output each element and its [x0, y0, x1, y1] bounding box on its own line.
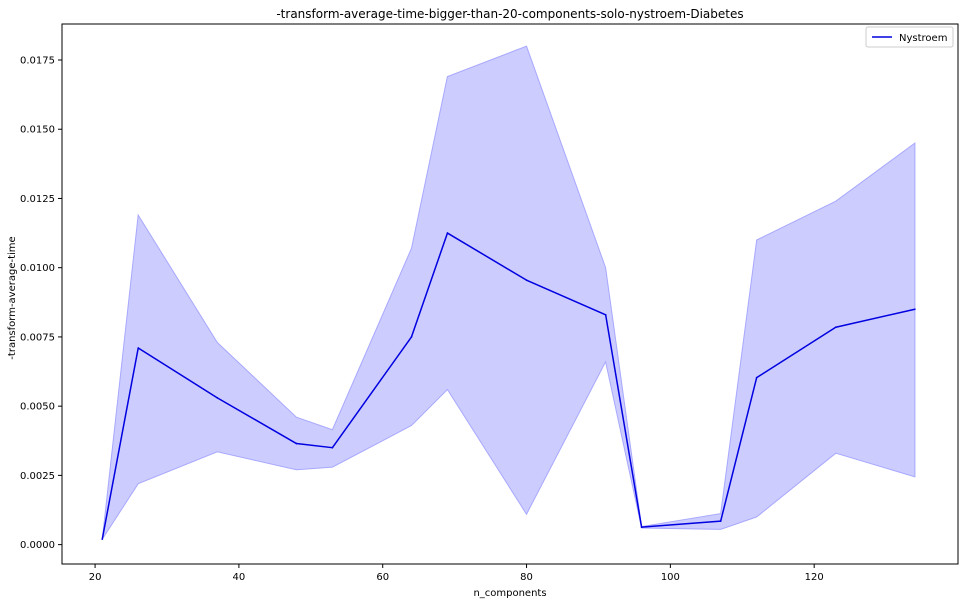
legend-box	[865, 26, 954, 48]
data-point	[604, 313, 607, 316]
data-point	[295, 442, 298, 445]
y-tick-label: 0.0075	[20, 332, 55, 343]
series-line-segment	[446, 232, 528, 281]
data-point	[525, 279, 528, 281]
series-line-segment	[525, 279, 607, 316]
data-point	[834, 326, 837, 329]
y-tick-label: 0.0100	[20, 263, 55, 274]
plot-frame	[61, 23, 959, 565]
x-tick-label: 60	[376, 572, 389, 583]
data-point	[410, 336, 413, 338]
x-axis-label: n_components	[473, 588, 546, 599]
series-line-segment	[295, 442, 334, 449]
series-line-segment	[640, 520, 722, 528]
y-tick-label: 0.0175	[20, 56, 55, 67]
x-tick-label: 40	[233, 572, 246, 583]
series-line-segment	[410, 232, 449, 338]
data-point	[216, 397, 219, 399]
y-tick-label: 0.0125	[20, 194, 55, 205]
data-point	[101, 538, 104, 540]
series-line-segment	[137, 347, 219, 399]
axes-layer: 20 40 60 80 100 120 0.0000 0.0025 0.0050 0.0075 0.…	[20, 23, 959, 583]
x-tick-label: 80	[520, 572, 533, 583]
data-point	[755, 376, 758, 379]
y-tick-label: 0.0025	[20, 471, 55, 482]
confidence-band-0	[101, 45, 916, 540]
legend: Nystroem	[865, 26, 954, 48]
data-point	[331, 446, 334, 449]
y-tick-label: 0.0000	[20, 540, 55, 551]
legend-label-nystroem: Nystroem	[899, 33, 947, 44]
y-tick-label: 0.0050	[20, 402, 55, 413]
series-line-segment	[719, 376, 758, 522]
series-line-segment	[101, 347, 139, 540]
data-point	[914, 308, 916, 311]
plot-layer	[101, 45, 916, 540]
data-point	[446, 232, 449, 234]
series-line-segment	[331, 336, 413, 449]
chart-title: -transform-average-time-bigger-than-20-c…	[276, 7, 743, 21]
data-point	[640, 526, 643, 528]
series-line-segment	[835, 308, 916, 328]
data-point	[137, 347, 140, 349]
x-tick-label: 20	[89, 572, 102, 583]
y-axis-label: -transform-average-time	[7, 236, 18, 359]
data-point	[719, 520, 722, 522]
series-line-segment	[755, 326, 837, 379]
series-line-segment	[604, 314, 643, 528]
x-tick-label: 100	[661, 572, 680, 583]
series-line-segment	[216, 397, 298, 445]
x-tick-label: 120	[805, 572, 824, 583]
y-tick-label: 0.0150	[20, 125, 55, 136]
